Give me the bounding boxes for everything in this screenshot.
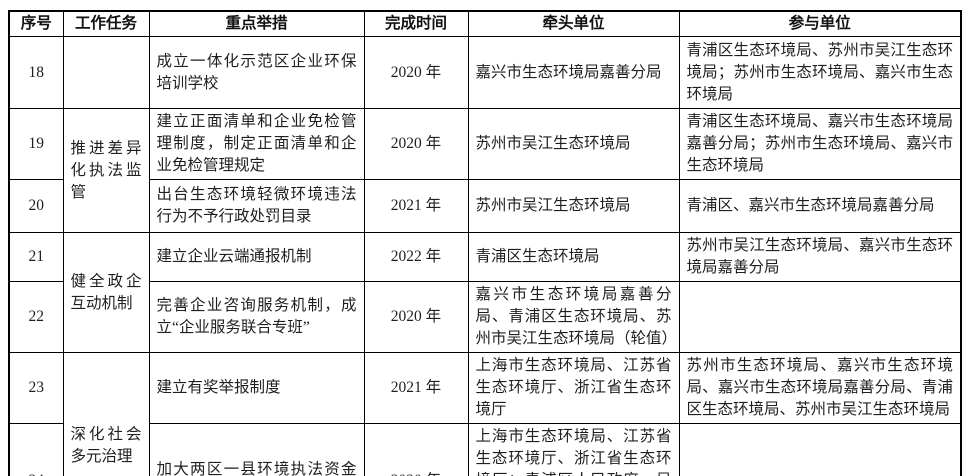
time-cell: 2020 年 — [363, 36, 469, 109]
header-serial-number: 序号 — [8, 10, 64, 37]
measure-cell: 完善企业咨询服务机制，成立“企业服务联合专班” — [148, 281, 365, 353]
task-cell: 健全政企互动机制 — [62, 232, 150, 353]
lead-unit-cell: 嘉兴市生态环境局嘉善分局、青浦区生态环境局、苏州市吴江生态环境局（轮值） — [467, 281, 680, 353]
time-cell: 2020 年 — [363, 281, 469, 353]
participants-cell: 苏州市生态环境局、嘉兴市生态环境局、嘉兴市生态环境局嘉善分局、青浦区生态环境局、… — [678, 352, 962, 424]
table-row-20: 20 出台生态环境轻微环境违法行为不予行政处罚目录 2021 年 苏州市吴江生态… — [8, 179, 962, 233]
table-row-18: 18 成立一体化示范区企业环保培训学校 2020 年 嘉兴市生态环境局嘉善分局 … — [8, 36, 962, 109]
measure-cell: 建立企业云端通报机制 — [148, 232, 365, 282]
task-cell: 深化社会多元治理 — [62, 352, 150, 476]
header-key-measures: 重点举措 — [148, 10, 365, 37]
lead-unit-cell: 上海市生态环境局、江苏省生态环境厅、浙江省生态环境厅 — [467, 352, 680, 424]
table-row-24: 24 加大两区一县环境执法资金支持，落实资金保障 2020 年 上海市生态环境局… — [8, 423, 962, 476]
measure-cell: 建立正面清单和企业免检管理制度，制定正面清单和企业免检管理规定 — [148, 108, 365, 180]
time-cell: 2020 年 — [363, 108, 469, 180]
time-cell: 2021 年 — [363, 352, 469, 424]
table-row-21: 21 健全政企互动机制 建立企业云端通报机制 2022 年 青浦区生态环境局 苏… — [8, 232, 962, 353]
lead-unit-cell: 上海市生态环境局、江苏省生态环境厅、浙江省生态环境厅；青浦区人民政府、吴江区人民… — [467, 423, 680, 476]
header-lead-unit: 牵头单位 — [467, 10, 680, 37]
serial-cell: 23 — [8, 352, 64, 424]
serial-cell: 24 — [8, 423, 64, 476]
participants-cell: 青浦区生态环境局、苏州市吴江生态环境局；苏州市生态环境局、嘉兴市生态环境局 — [678, 36, 962, 109]
lead-unit-cell: 青浦区生态环境局 — [467, 232, 680, 282]
header-completion-time: 完成时间 — [363, 10, 469, 37]
lead-unit-cell: 苏州市吴江生态环境局 — [467, 108, 680, 180]
serial-cell: 18 — [8, 36, 64, 109]
participants-cell: 苏州市吴江生态环境局、嘉兴市生态环境局嘉善分局 — [678, 232, 962, 282]
header-participating-units: 参与单位 — [678, 10, 962, 37]
task-cell: 推进差异化执法监管 — [62, 108, 150, 233]
serial-cell: 20 — [8, 179, 64, 233]
lead-unit-cell: 嘉兴市生态环境局嘉善分局 — [467, 36, 680, 109]
participants-cell: 青浦区生态环境局、嘉兴市生态环境局嘉善分局；苏州市生态环境局、嘉兴市生态环境局 — [678, 108, 962, 180]
table-row-22: 22 完善企业咨询服务机制，成立“企业服务联合专班” 2020 年 嘉兴市生态环… — [8, 281, 962, 353]
participants-cell — [678, 281, 962, 353]
time-cell: 2022 年 — [363, 232, 469, 282]
measure-cell: 加大两区一县环境执法资金支持，落实资金保障 — [148, 423, 365, 476]
header-work-task: 工作任务 — [62, 10, 150, 37]
serial-cell: 21 — [8, 232, 64, 282]
task-cell — [62, 36, 150, 109]
time-cell: 2021 年 — [363, 179, 469, 233]
action-plan-table: 序号 工作任务 重点举措 完成时间 牵头单位 参与单位 18 成立一体化示范区企… — [8, 10, 962, 476]
table-row-19: 19 推进差异化执法监管 建立正面清单和企业免检管理制度，制定正面清单和企业免检… — [8, 108, 962, 233]
header-row: 序号 工作任务 重点举措 完成时间 牵头单位 参与单位 — [8, 10, 962, 37]
measure-cell: 成立一体化示范区企业环保培训学校 — [148, 36, 365, 109]
serial-cell: 19 — [8, 108, 64, 180]
measure-cell: 建立有奖举报制度 — [148, 352, 365, 424]
time-cell: 2020 年 — [363, 423, 469, 476]
participants-cell — [678, 423, 962, 476]
measure-cell: 出台生态环境轻微环境违法行为不予行政处罚目录 — [148, 179, 365, 233]
table-row-23: 23 深化社会多元治理 建立有奖举报制度 2021 年 上海市生态环境局、江苏省… — [8, 352, 962, 476]
participants-cell: 青浦区、嘉兴市生态环境局嘉善分局 — [678, 179, 962, 233]
serial-cell: 22 — [8, 281, 64, 353]
lead-unit-cell: 苏州市吴江生态环境局 — [467, 179, 680, 233]
